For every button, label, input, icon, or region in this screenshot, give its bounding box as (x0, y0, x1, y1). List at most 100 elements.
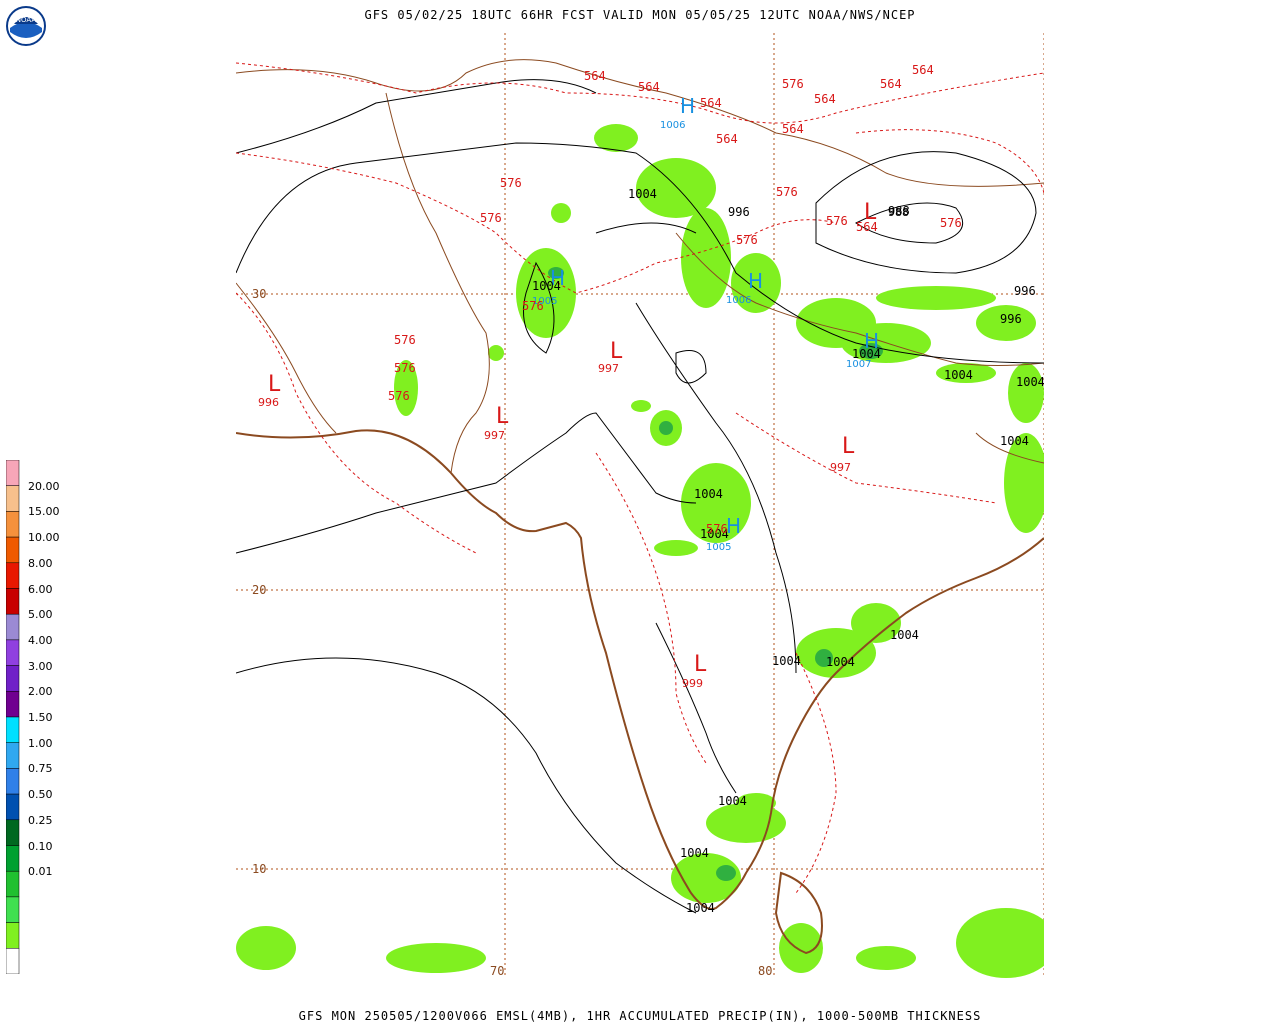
svg-text:H: H (550, 266, 565, 290)
isobar-labels: 1004 1004 996 1004 1004 1004 1004 1004 1… (532, 187, 1044, 915)
low-center: L 999 (682, 652, 707, 690)
high-center: H 1005 (532, 266, 565, 307)
legend-label: 20.00 (28, 479, 60, 493)
svg-text:1004: 1004 (680, 846, 709, 860)
chart-title: GFS 05/02/25 18UTC 66HR FCST VALID MON 0… (364, 8, 916, 22)
svg-text:576: 576 (782, 77, 804, 91)
svg-text:1004: 1004 (1016, 375, 1044, 389)
precip-legend: 20.00 15.00 10.00 8.00 6.00 5.00 4.00 3.00 2.00 1… (5, 459, 86, 975)
svg-text:H: H (864, 329, 879, 353)
legend-swatch (5, 896, 20, 923)
svg-text:H: H (680, 94, 695, 118)
svg-text:1006: 1006 (726, 295, 751, 306)
svg-text:L: L (496, 404, 509, 429)
svg-text:1004: 1004 (852, 347, 881, 361)
svg-text:1007: 1007 (846, 359, 871, 370)
legend-label: 0.75 (28, 762, 53, 776)
svg-text:L: L (268, 372, 281, 397)
low-center: L 988 (864, 200, 909, 225)
legend-label: 3.00 (28, 659, 53, 673)
legend-swatch (5, 845, 20, 872)
svg-text:996: 996 (1000, 312, 1022, 326)
svg-text:564: 564 (912, 63, 934, 77)
legend-label: 1.00 (28, 736, 53, 750)
svg-text:1004: 1004 (944, 368, 973, 382)
lat-label-20: 20 (252, 583, 266, 597)
svg-text:1004: 1004 (890, 628, 919, 642)
low-center: L 997 (484, 404, 509, 442)
svg-text:1004: 1004 (628, 187, 657, 201)
precip-heavy (548, 267, 883, 881)
svg-text:996: 996 (258, 396, 279, 409)
precip-areas (236, 124, 1044, 978)
isobars (236, 79, 1044, 914)
legend-swatch (5, 793, 20, 821)
low-center: L 997 (830, 434, 855, 474)
high-center: H 1006 (726, 269, 763, 306)
low-center: L 997 (598, 339, 623, 375)
svg-text:L: L (864, 200, 877, 225)
svg-text:1004: 1004 (532, 279, 561, 293)
legend-label: 0.01 (28, 865, 53, 879)
svg-text:576: 576 (826, 214, 848, 228)
svg-text:H: H (726, 514, 741, 538)
svg-text:1004: 1004 (686, 901, 715, 915)
svg-text:1004: 1004 (718, 794, 747, 808)
thickness-labels: 564 564 564 564 564 564 564 564 576 576 … (388, 63, 962, 536)
svg-text:576: 576 (394, 361, 416, 375)
svg-text:564: 564 (716, 132, 738, 146)
legend-swatch (5, 870, 20, 898)
svg-text:576: 576 (706, 522, 728, 536)
grid-labels: 30 20 10 70 80 (252, 287, 772, 978)
legend-swatch (5, 948, 20, 975)
svg-text:996: 996 (1014, 284, 1036, 298)
logo-text: NOAA (16, 16, 37, 24)
thickness-contours (236, 62, 1044, 894)
high-center: H 1005 (706, 514, 741, 553)
legend-swatch (5, 485, 20, 512)
svg-text:564: 564 (584, 69, 606, 83)
legend-label: 4.00 (28, 633, 53, 647)
svg-text:576: 576 (522, 299, 544, 313)
pressure-centers: L 996 L 997 L 997 L 997 L 999 L 988 H 10… (258, 94, 909, 690)
legend-label: 10.00 (28, 531, 60, 545)
legend-swatch (5, 639, 20, 666)
svg-text:576: 576 (940, 216, 962, 230)
svg-text:1004: 1004 (1000, 434, 1029, 448)
legend-label: 0.25 (28, 813, 53, 827)
legend-label: 8.00 (28, 556, 53, 570)
weather-map: 30 20 10 70 80 L 996 L 997 L 997 L 997 L… (236, 33, 1044, 978)
legend-colorbar (5, 459, 20, 975)
graticule (236, 33, 1044, 978)
svg-text:1004: 1004 (694, 487, 723, 501)
legend-swatch (5, 742, 20, 769)
chart-footer: GFS MON 250505/1200V066 EMSL(4MB), 1HR A… (298, 1009, 982, 1023)
legend-label: 1.50 (28, 711, 53, 724)
lon-label-70: 70 (490, 964, 504, 978)
legend-swatch (5, 665, 20, 692)
low-center: L 996 (258, 372, 281, 409)
legend-label: 6.00 (28, 582, 53, 596)
svg-text:1006: 1006 (660, 120, 685, 131)
legend-swatch (5, 768, 20, 795)
svg-text:988: 988 (888, 206, 909, 219)
svg-text:576: 576 (500, 176, 522, 190)
svg-text:564: 564 (814, 92, 836, 106)
svg-text:996: 996 (728, 205, 750, 219)
svg-text:1005: 1005 (706, 542, 731, 553)
svg-text:H: H (748, 269, 763, 293)
legend-swatch (5, 922, 20, 949)
svg-text:564: 564 (880, 77, 902, 91)
svg-text:564: 564 (856, 220, 878, 234)
svg-text:L: L (842, 434, 855, 459)
legend-swatch (5, 613, 20, 641)
high-center: H 1006 (660, 94, 695, 131)
svg-text:1004: 1004 (772, 654, 801, 668)
legend-swatch (5, 819, 20, 846)
coastline (236, 429, 1044, 955)
legend-swatch (5, 459, 20, 486)
svg-text:997: 997 (484, 429, 505, 442)
svg-text:997: 997 (830, 461, 851, 474)
svg-text:576: 576 (388, 389, 410, 403)
svg-text:997: 997 (598, 362, 619, 375)
